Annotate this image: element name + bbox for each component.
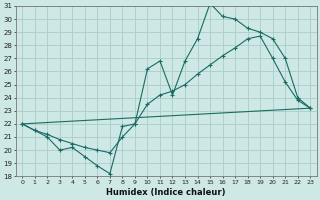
X-axis label: Humidex (Indice chaleur): Humidex (Indice chaleur)	[107, 188, 226, 197]
